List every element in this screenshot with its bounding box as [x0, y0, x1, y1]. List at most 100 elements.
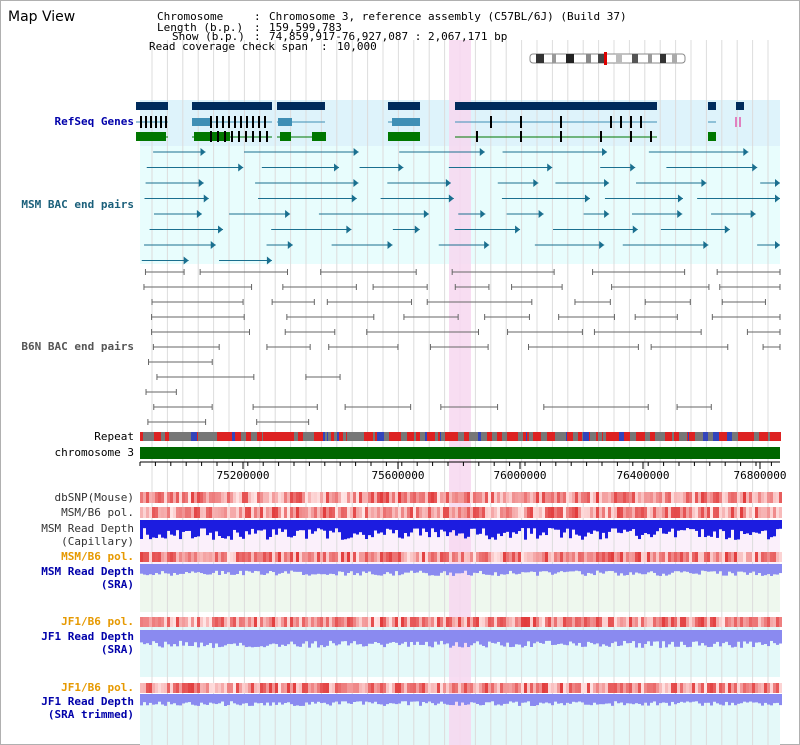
heat-cell: [224, 617, 227, 627]
heat-cell: [209, 552, 212, 562]
heat-cell: [308, 507, 311, 518]
heat-cell: [200, 507, 203, 518]
depth-bar: [551, 694, 554, 706]
heat-cell: [296, 492, 299, 503]
depth-bar: [539, 630, 542, 643]
heat-cell: [224, 683, 227, 693]
heat-cell: [173, 507, 176, 518]
depth-bar: [569, 520, 572, 539]
heat-cell: [209, 492, 212, 503]
heat-cell: [626, 507, 629, 518]
depth-bar: [686, 694, 689, 702]
heat-cell: [401, 617, 404, 627]
chromosome-ideogram: [529, 52, 686, 65]
repeat-block: [420, 432, 425, 441]
repeat-block: [263, 432, 269, 441]
track-label-msm-sra-1: MSM Read Depth: [41, 565, 134, 578]
heat-cell: [722, 683, 725, 693]
heat-cell: [614, 492, 617, 503]
depth-bar: [353, 520, 356, 534]
heat-cell: [695, 617, 698, 627]
depth-bar: [629, 520, 632, 531]
repeat-block: [583, 432, 589, 441]
heat-cell: [389, 683, 392, 693]
heat-cell: [359, 683, 362, 693]
depth-bar: [425, 694, 428, 704]
heat-cell: [617, 683, 620, 693]
heat-cell: [308, 492, 311, 503]
heat-cell: [182, 683, 185, 693]
repeat-block: [438, 432, 440, 441]
track-label-msm-bac[interactable]: MSM BAC end pairs: [21, 198, 134, 211]
heat-cell: [743, 552, 746, 562]
depth-bar: [197, 520, 200, 537]
depth-bar: [515, 520, 518, 534]
heat-cell: [692, 552, 695, 562]
depth-bar: [464, 630, 467, 643]
heat-cell: [755, 507, 758, 518]
heat-cell: [647, 683, 650, 693]
heat-cell: [398, 617, 401, 627]
depth-bar: [716, 564, 719, 574]
depth-bar: [458, 630, 461, 647]
heat-cell: [152, 552, 155, 562]
heat-cell: [422, 617, 425, 627]
heat-cell: [164, 507, 167, 518]
heat-cell: [710, 617, 713, 627]
depth-bar: [305, 694, 308, 703]
heat-cell: [233, 683, 236, 693]
heat-cell: [716, 617, 719, 627]
heat-cell: [665, 492, 668, 503]
heat-cell: [539, 492, 542, 503]
depth-bar: [350, 520, 353, 538]
heat-cell: [668, 492, 671, 503]
heat-cell: [536, 683, 539, 693]
heat-cell: [269, 683, 272, 693]
heat-cell: [197, 507, 200, 518]
heat-cell: [224, 507, 227, 518]
depth-bar: [275, 694, 278, 705]
exon-tick: [210, 116, 212, 128]
depth-bar: [434, 564, 437, 576]
depth-bar: [347, 694, 350, 704]
repeat-block: [502, 432, 507, 441]
page-title: Map View: [8, 9, 76, 25]
repeat-block: [554, 432, 555, 441]
heat-cell: [572, 507, 575, 518]
heat-cell: [476, 507, 479, 518]
heat-cell: [521, 507, 524, 518]
heat-cell: [767, 683, 770, 693]
heat-cell: [521, 552, 524, 562]
heat-cell: [371, 552, 374, 562]
heat-cell: [179, 683, 182, 693]
heat-cell: [371, 617, 374, 627]
heat-cell: [701, 617, 704, 627]
repeat-block: [516, 432, 518, 441]
depth-bar: [152, 694, 155, 705]
depth-bar: [575, 630, 578, 646]
heat-cell: [149, 507, 152, 518]
heat-cell: [452, 507, 455, 518]
heat-cell: [233, 507, 236, 518]
gene-exon: [280, 132, 291, 141]
heat-cell: [545, 617, 548, 627]
heat-cell: [308, 552, 311, 562]
depth-bar: [626, 564, 629, 576]
depth-bar: [551, 520, 554, 529]
bac-end: [750, 210, 756, 218]
depth-bar: [467, 694, 470, 705]
repeat-block: [394, 432, 398, 441]
depth-bar: [281, 520, 284, 532]
heat-cell: [191, 492, 194, 503]
exon-tick: [160, 116, 162, 128]
heat-cell: [557, 683, 560, 693]
track-label-refseq[interactable]: RefSeq Genes: [54, 115, 134, 128]
track-label-b6n-bac[interactable]: B6N BAC end pairs: [21, 340, 134, 353]
depth-bar: [545, 694, 548, 703]
depth-bar: [515, 694, 518, 702]
heat-cell: [413, 492, 416, 503]
heat-cell: [632, 552, 635, 562]
exon-tick: [231, 131, 233, 142]
heat-cell: [470, 683, 473, 693]
depth-bar: [560, 564, 563, 572]
